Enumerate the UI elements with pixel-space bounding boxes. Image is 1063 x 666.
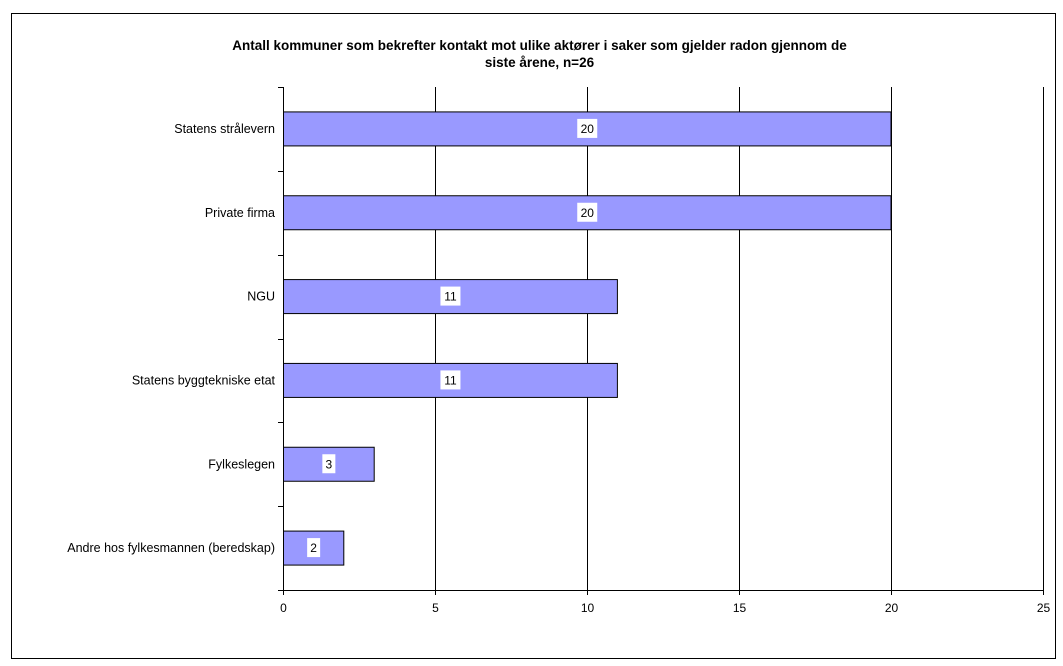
chart-title-line-1: Antall kommuner som bekrefter kontakt mo… bbox=[232, 38, 847, 53]
category-label: Fylkeslegen bbox=[208, 457, 275, 471]
data-label: 11 bbox=[444, 290, 457, 304]
data-label: 20 bbox=[581, 206, 595, 220]
data-label-box bbox=[577, 118, 598, 138]
chart-title: Antall kommuner som bekrefter kontakt mo… bbox=[0, 37, 1063, 71]
category-label: Private firma bbox=[205, 206, 275, 220]
data-label-box bbox=[577, 202, 598, 222]
category-label: Statens byggtekniske etat bbox=[132, 373, 276, 387]
x-tick-label: 10 bbox=[581, 601, 595, 615]
data-label-box bbox=[307, 538, 321, 558]
data-label: 20 bbox=[581, 122, 595, 136]
data-label-box bbox=[440, 370, 461, 390]
data-label: 3 bbox=[326, 457, 333, 471]
x-tick-label: 5 bbox=[432, 601, 439, 615]
data-label: 11 bbox=[444, 373, 457, 387]
x-tick-label: 20 bbox=[885, 601, 899, 615]
data-label-box bbox=[322, 454, 336, 474]
data-label-box bbox=[440, 286, 461, 306]
category-label: Andre hos fylkesmannen (beredskap) bbox=[67, 541, 275, 555]
category-label: Statens strålevern bbox=[174, 122, 275, 136]
data-label: 2 bbox=[310, 541, 317, 555]
x-tick-label: 0 bbox=[280, 601, 287, 615]
x-tick-label: 15 bbox=[733, 601, 747, 615]
chart-title-line-2: siste årene, n=26 bbox=[484, 55, 595, 70]
x-tick-label: 25 bbox=[1037, 601, 1051, 615]
category-label: NGU bbox=[247, 290, 275, 304]
